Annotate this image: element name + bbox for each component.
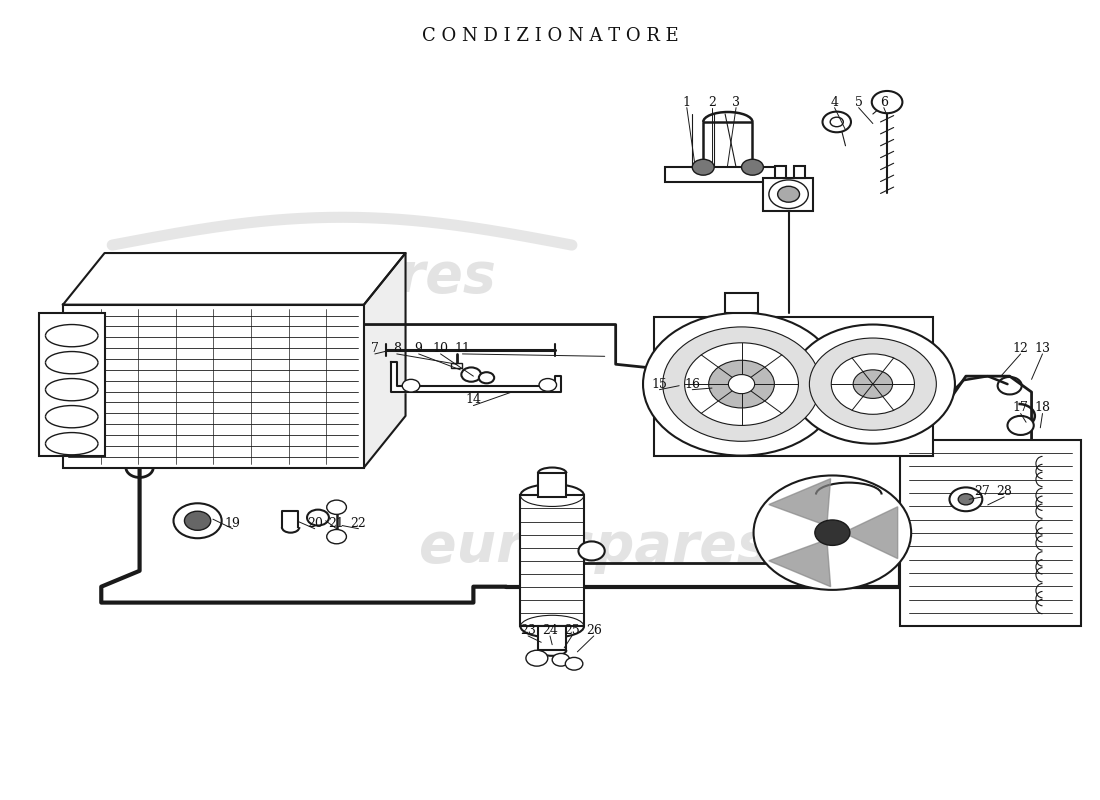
Circle shape xyxy=(565,658,583,670)
Circle shape xyxy=(478,372,494,383)
Bar xyxy=(63,305,364,467)
Circle shape xyxy=(754,475,911,590)
Text: 26: 26 xyxy=(586,624,602,637)
Bar xyxy=(451,363,462,368)
Text: 23: 23 xyxy=(520,624,536,637)
Text: 8: 8 xyxy=(393,342,400,355)
Circle shape xyxy=(526,650,548,666)
Circle shape xyxy=(815,520,850,546)
Polygon shape xyxy=(769,539,830,586)
Circle shape xyxy=(579,542,605,561)
Text: 4: 4 xyxy=(830,95,838,109)
Bar xyxy=(654,317,933,456)
Bar xyxy=(816,494,881,572)
Bar xyxy=(763,178,813,211)
Circle shape xyxy=(769,180,808,209)
Circle shape xyxy=(461,367,481,382)
Circle shape xyxy=(830,117,844,126)
Text: 9: 9 xyxy=(415,342,422,355)
Polygon shape xyxy=(769,478,830,526)
Circle shape xyxy=(185,511,211,530)
Circle shape xyxy=(662,327,821,442)
Circle shape xyxy=(539,378,557,391)
Text: 28: 28 xyxy=(997,485,1012,498)
Circle shape xyxy=(854,370,892,398)
Bar xyxy=(520,495,584,626)
Circle shape xyxy=(684,342,799,426)
Circle shape xyxy=(728,374,755,394)
Circle shape xyxy=(327,530,346,544)
Polygon shape xyxy=(392,362,561,392)
Bar xyxy=(664,167,785,182)
Circle shape xyxy=(174,503,222,538)
Text: 12: 12 xyxy=(1013,342,1028,355)
Text: 10: 10 xyxy=(432,342,449,355)
Text: 6: 6 xyxy=(880,95,888,109)
Text: 15: 15 xyxy=(651,378,668,390)
Polygon shape xyxy=(63,253,406,305)
Text: 5: 5 xyxy=(855,95,862,109)
Circle shape xyxy=(552,654,570,666)
Text: 27: 27 xyxy=(975,485,990,498)
Circle shape xyxy=(778,186,800,202)
Circle shape xyxy=(949,487,982,511)
Text: eurospares: eurospares xyxy=(145,250,496,304)
Polygon shape xyxy=(844,506,898,558)
Text: 21: 21 xyxy=(329,517,344,530)
Circle shape xyxy=(791,325,955,444)
Bar xyxy=(794,166,805,178)
Text: 17: 17 xyxy=(1013,402,1028,414)
Text: 14: 14 xyxy=(465,394,482,406)
Text: 13: 13 xyxy=(1034,342,1050,355)
Bar xyxy=(538,473,566,497)
Text: 1: 1 xyxy=(683,95,691,109)
Text: 25: 25 xyxy=(564,624,580,637)
Bar xyxy=(900,440,1081,626)
Text: 18: 18 xyxy=(1034,402,1050,414)
Circle shape xyxy=(872,91,902,114)
Text: 22: 22 xyxy=(351,517,366,530)
Text: C O N D I Z I O N A T O R E: C O N D I Z I O N A T O R E xyxy=(421,26,679,45)
Bar xyxy=(776,166,786,178)
Circle shape xyxy=(692,159,714,175)
Circle shape xyxy=(810,338,936,430)
Circle shape xyxy=(708,360,774,408)
Bar xyxy=(538,626,566,650)
Circle shape xyxy=(1008,416,1034,435)
Text: 24: 24 xyxy=(542,624,558,637)
Polygon shape xyxy=(364,253,406,467)
Text: 19: 19 xyxy=(224,517,241,530)
Circle shape xyxy=(644,313,840,456)
Text: 11: 11 xyxy=(454,342,471,355)
Text: 3: 3 xyxy=(733,95,740,109)
Circle shape xyxy=(307,510,329,526)
Circle shape xyxy=(327,500,346,514)
Text: 2: 2 xyxy=(708,95,716,109)
Bar xyxy=(39,313,104,456)
Bar xyxy=(725,293,758,313)
Text: 16: 16 xyxy=(684,378,701,390)
Text: 7: 7 xyxy=(371,342,378,355)
Circle shape xyxy=(403,379,420,392)
Circle shape xyxy=(741,159,763,175)
Circle shape xyxy=(958,494,974,505)
Circle shape xyxy=(823,112,851,132)
Text: 20: 20 xyxy=(307,517,322,530)
Text: eurospares: eurospares xyxy=(419,520,770,574)
Circle shape xyxy=(832,354,914,414)
